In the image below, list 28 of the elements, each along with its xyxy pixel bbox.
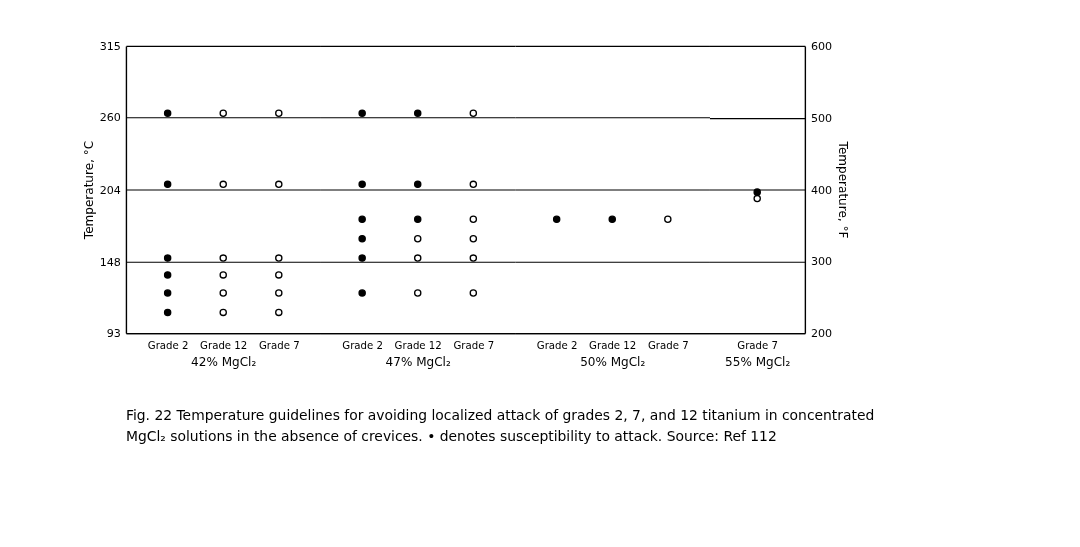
y2-tick-label: 500 xyxy=(810,111,833,125)
x-tick-label: Grade 12 xyxy=(589,340,637,352)
x-tick-label: Grade 12 xyxy=(200,340,248,352)
caption: Fig. 22 Temperature guidelines for avoiding localized attack of grades 2, 7, and 12 titanium in concentrated xyxy=(125,407,875,424)
x-axis-title: 50% MgCl₂ xyxy=(580,354,646,369)
x-tick-label: Grade 12 xyxy=(394,340,442,352)
x-tick-label: Grade 7 xyxy=(647,340,689,352)
y-tick-label: 315 xyxy=(99,40,121,54)
text: MgCl₂ solutions in the absence of crevices. • denotes susceptibility to attack. Source: Ref 112 xyxy=(125,427,777,444)
x-axis-title: 42% MgCl₂ xyxy=(191,354,257,369)
x-axis-title: 47% MgCl₂ xyxy=(385,354,451,369)
x-tick-label: Grade 7 xyxy=(453,340,495,352)
x-tick-label: Grade 7 xyxy=(258,340,300,352)
x-tick-label: Grade 2 xyxy=(147,340,189,352)
y-tick-label: 93 xyxy=(106,327,121,341)
x-axis-title: 55% MgCl₂ xyxy=(725,354,791,369)
y-tick-label: 204 xyxy=(99,183,121,197)
y-tick-label: 260 xyxy=(99,111,121,125)
y2-axis-title: Temperature, °F xyxy=(835,140,850,239)
x-tick-label: Grade 2 xyxy=(536,340,578,352)
x-tick-label: Grade 2 xyxy=(342,340,383,352)
y-tick-label: 148 xyxy=(99,256,121,270)
y2-tick-label: 600 xyxy=(810,40,833,54)
y2-tick-label: 300 xyxy=(810,255,833,269)
y2-tick-label: 200 xyxy=(810,327,833,341)
x-tick-label: Grade 7 xyxy=(737,340,779,352)
y-axis-title: Temperature, °C xyxy=(82,140,97,241)
y2-tick-label: 400 xyxy=(810,183,833,197)
